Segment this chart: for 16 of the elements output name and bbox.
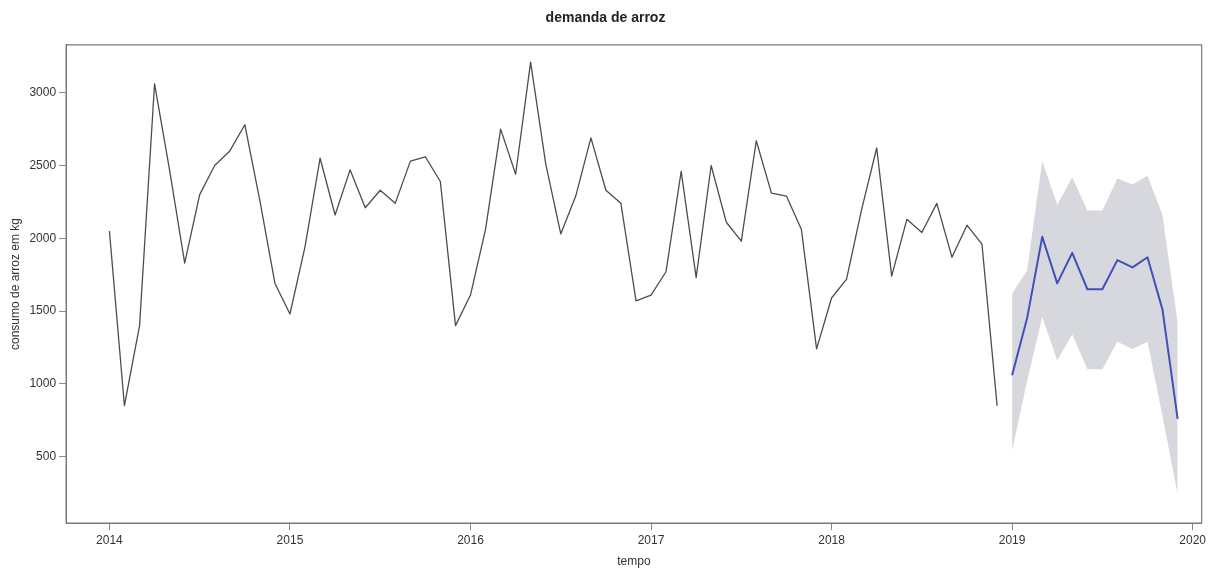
x-tick-label: 2017 xyxy=(637,532,665,547)
x-tick-label: 2016 xyxy=(457,532,485,547)
x-axis-title: tempo xyxy=(617,554,651,569)
y-tick-label: 2000 xyxy=(29,230,57,245)
y-axis-title: consumo de arroz em kg xyxy=(7,217,22,351)
y-tick-label: 1500 xyxy=(29,303,57,318)
x-tick-label: 2020 xyxy=(1179,532,1207,547)
y-tick-label: 1000 xyxy=(29,376,57,391)
y-tick-label: 3000 xyxy=(29,85,57,100)
x-tick-label: 2018 xyxy=(818,532,846,547)
y-tick-label: 2500 xyxy=(29,157,57,172)
x-tick-label: 2019 xyxy=(998,532,1026,547)
y-tick-label: 500 xyxy=(36,448,57,463)
chart-title: demanda de arroz xyxy=(545,9,666,26)
x-tick-label: 2015 xyxy=(276,532,304,547)
x-tick-label: 2014 xyxy=(96,532,124,547)
